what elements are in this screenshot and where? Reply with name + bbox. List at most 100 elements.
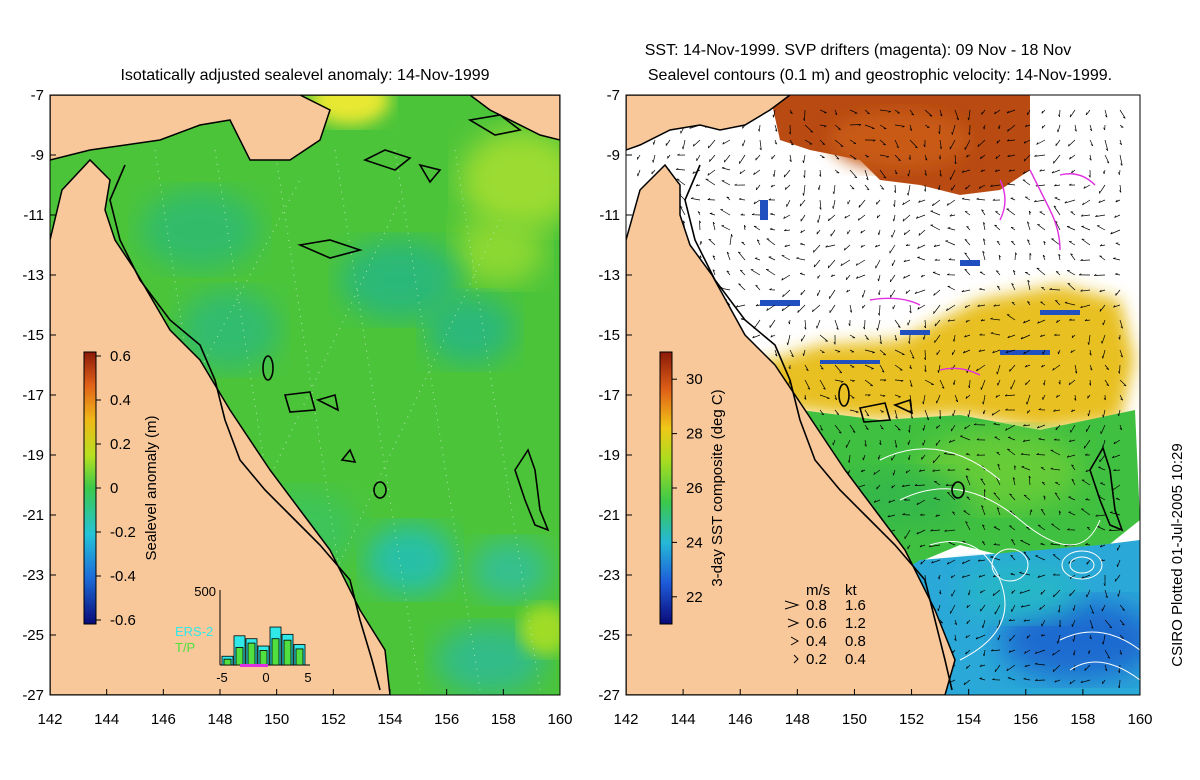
velocity-arrow-head [978, 575, 981, 578]
velocity-arrow-head [1023, 424, 1026, 427]
velocity-arrow [909, 124, 913, 131]
velocity-arrow-head [692, 171, 695, 174]
velocity-arrow-head [768, 198, 772, 201]
velocity-arrow [804, 394, 807, 400]
velocity-arrow [1104, 379, 1110, 386]
velocity-arrow-head [757, 239, 760, 242]
velocity-arrow-head [965, 468, 969, 470]
velocity-arrow [978, 559, 986, 562]
velocity-arrow-head [1034, 651, 1038, 654]
velocity-arrow-head [827, 218, 830, 221]
velocity-arrow [1040, 334, 1046, 338]
velocity-arrow-head [1089, 353, 1092, 356]
velocity-arrow-head [888, 111, 891, 113]
velocity-arrow-head [966, 154, 969, 158]
velocity-arrow-head [1104, 668, 1108, 671]
velocity-arrow [864, 379, 874, 387]
velocity-arrow-head [983, 222, 986, 225]
velocity-arrow [1119, 349, 1123, 358]
velocity-key-kt-3: 0.4 [845, 651, 866, 668]
velocity-arrow [1088, 334, 1091, 345]
velocity-arrow-head [983, 126, 985, 130]
sla-colorbar-tick-0.2: 0.2 [110, 436, 131, 453]
velocity-arrow [938, 184, 941, 190]
velocity-arrow-head [807, 387, 811, 390]
velocity-arrow-head [1085, 543, 1088, 545]
velocity-arrow-head [937, 187, 940, 191]
velocity-arrow-head [844, 215, 847, 219]
velocity-arrow [849, 154, 857, 160]
velocity-arrow-head [864, 444, 867, 447]
velocity-arrow [1100, 544, 1106, 548]
velocity-arrow [849, 169, 858, 179]
right-y-tick--7: -7 [607, 87, 620, 104]
velocity-arrow [651, 169, 656, 175]
velocity-arrow [951, 424, 956, 432]
velocity-arrow-head [965, 651, 967, 655]
velocity-arrow-head [881, 188, 885, 190]
velocity-arrow [894, 424, 901, 431]
velocity-arrow-head [1058, 510, 1062, 514]
velocity-arrow-head [993, 304, 996, 307]
velocity-arrow [954, 619, 958, 625]
velocity-arrow [1119, 139, 1122, 145]
velocity-arrow [1080, 304, 1091, 309]
velocity-arrow [1053, 589, 1061, 598]
velocity-arrow-head [982, 250, 985, 254]
velocity-arrow-head [1007, 676, 1011, 679]
velocity-arrow [819, 139, 826, 145]
velocity-arrow-head [1115, 199, 1118, 203]
velocity-arrow-head [1007, 154, 1010, 157]
velocity-arrow [1023, 424, 1031, 427]
left-x-tick-150: 150 [264, 711, 289, 728]
velocity-arrow-head [1043, 495, 1046, 498]
velocity-arrow [804, 109, 806, 121]
velocity-arrow [879, 394, 886, 397]
velocity-arrow [864, 184, 870, 191]
velocity-arrow-head [788, 131, 791, 135]
velocity-arrow-head [995, 395, 998, 398]
velocity-arrow-head [1041, 110, 1043, 114]
velocity-arrow-head [1023, 494, 1027, 496]
velocity-arrow [832, 199, 836, 209]
velocity-arrow-head [941, 386, 945, 389]
velocity-arrow [652, 154, 656, 163]
left-x-tick-144: 144 [94, 711, 119, 728]
velocity-arrow-head [1103, 171, 1105, 174]
velocity-arrow-head [755, 157, 757, 161]
velocity-arrow [1068, 139, 1076, 147]
velocity-arrow-head [934, 258, 938, 261]
velocity-arrow [935, 439, 941, 446]
velocity-arrow-head [695, 184, 699, 187]
velocity-arrow-head [966, 666, 968, 669]
velocity-arrow-head [1120, 163, 1123, 166]
velocity-arrow [879, 124, 887, 130]
velocity-arrow [968, 109, 971, 121]
velocity-arrow-head [1010, 554, 1014, 557]
velocity-arrow [753, 199, 761, 205]
velocity-arrow-head [1023, 320, 1026, 324]
velocity-arrow-head [873, 472, 876, 475]
velocity-arrow [1035, 555, 1046, 561]
velocity-arrow [961, 169, 971, 173]
velocity-arrow [1113, 304, 1121, 308]
velocity-arrow-head [905, 470, 908, 474]
velocity-arrow-head [804, 397, 807, 400]
velocity-arrow [1119, 379, 1127, 387]
velocity-arrow [849, 124, 861, 126]
velocity-arrow [1089, 349, 1092, 356]
velocity-arrow-head [965, 186, 967, 190]
velocity-arrow [755, 285, 761, 291]
velocity-arrow [909, 379, 913, 387]
velocity-arrow [1080, 259, 1091, 261]
velocity-arrow [827, 259, 836, 269]
right-y-tick--9: -9 [607, 147, 620, 164]
velocity-arrow-head [1015, 252, 1017, 255]
velocity-arrow [693, 139, 701, 147]
left-y-tick--17: -17 [22, 387, 44, 404]
velocity-arrow-head [962, 561, 964, 564]
velocity-arrow [864, 334, 869, 340]
velocity-arrow [1009, 525, 1016, 531]
velocity-arrow [1089, 619, 1094, 629]
velocity-arrow [879, 139, 886, 146]
